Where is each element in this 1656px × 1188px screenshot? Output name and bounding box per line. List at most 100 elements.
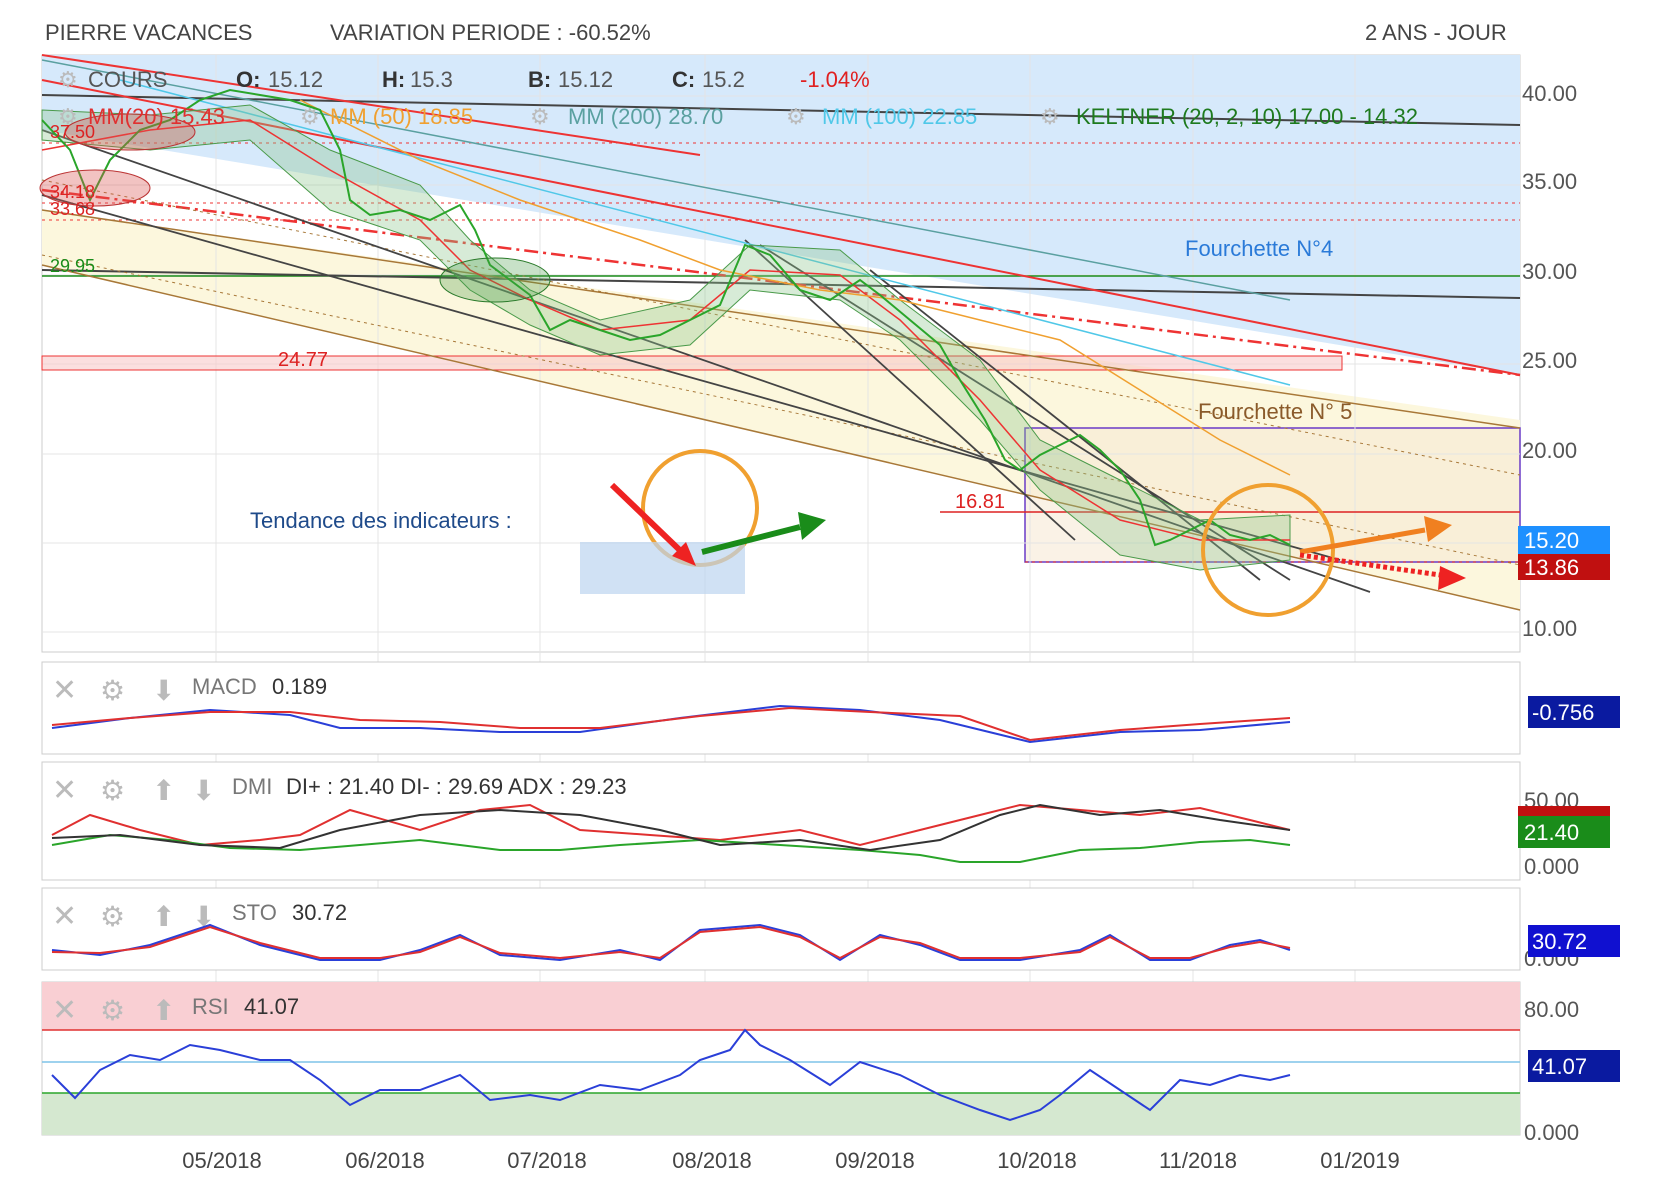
rsi-tick-top: 80.00 xyxy=(1524,997,1579,1022)
dmi-plus-line xyxy=(51,803,1291,847)
zone-ellipse-1 xyxy=(64,113,196,151)
price-tick-40: 40.00 xyxy=(1522,81,1577,106)
sto-up-icon[interactable]: ⬆ xyxy=(152,901,175,932)
macd-signal-line xyxy=(51,706,1291,742)
high-label: H: xyxy=(382,67,405,92)
change-value: -1.04% xyxy=(800,67,870,92)
sto-badge-value: 30.72 xyxy=(1532,929,1587,954)
price-tick-35: 35.00 xyxy=(1522,169,1577,194)
rsi-up-icon[interactable]: ⬆ xyxy=(152,995,175,1026)
x-tick-label: 06/2018 xyxy=(345,1148,425,1173)
rsi-line xyxy=(51,1028,1291,1122)
sto-panel xyxy=(41,887,1521,971)
bull-scenario-arrow xyxy=(1299,527,1426,555)
x-tick-label: 11/2018 xyxy=(1159,1148,1237,1173)
keltner-band xyxy=(41,104,1291,571)
rsi-badge xyxy=(1528,1050,1620,1082)
dmi-gear-icon[interactable]: ⚙ xyxy=(100,775,125,806)
macd-close-icon[interactable]: ✕ xyxy=(52,674,77,707)
dmi-value: DI+ : 21.40 DI- : 29.69 ADX : 29.23 xyxy=(286,774,627,799)
sto-value: 30.72 xyxy=(292,900,347,925)
stock-name: PIERRE VACANCES xyxy=(45,20,253,45)
rsi-value: 41.07 xyxy=(244,994,299,1019)
support-badge xyxy=(1518,554,1610,580)
sto-badge xyxy=(1528,925,1620,957)
level-3750-label: 37.50 xyxy=(50,122,95,142)
dmi-up-icon[interactable]: ⬆ xyxy=(152,775,175,806)
mm100-gear-icon[interactable]: ⚙ xyxy=(786,104,806,129)
price-tick-20: 20.00 xyxy=(1522,438,1577,463)
macd-down-icon[interactable]: ⬇ xyxy=(152,675,175,706)
dmi-down-icon[interactable]: ⬇ xyxy=(192,775,215,806)
level-3368-label: 33.68 xyxy=(50,199,95,219)
support-value: 13.86 xyxy=(1524,555,1579,580)
mm20-label: MM(20) 15.43 xyxy=(88,104,225,129)
rsi-close-icon[interactable]: ✕ xyxy=(52,994,77,1027)
open-value: 15.12 xyxy=(268,67,323,92)
dmi-close-icon[interactable]: ✕ xyxy=(52,774,77,807)
low-value: 15.12 xyxy=(558,67,613,92)
x-tick-label: 09/2018 xyxy=(835,1148,915,1173)
level-1681-label: 16.81 xyxy=(955,491,1005,513)
timeframe-label[interactable]: 2 ANS - JOUR xyxy=(1365,20,1507,45)
down-arrow xyxy=(609,482,691,561)
macd-gear-icon[interactable]: ⚙ xyxy=(100,675,125,706)
trend-lines xyxy=(41,54,1521,611)
price-series xyxy=(41,88,1291,547)
close-label: C: xyxy=(672,67,695,92)
up-arrow xyxy=(701,524,801,555)
down-arrow-head xyxy=(672,542,696,566)
low-label: B: xyxy=(528,67,551,92)
period-variation: VARIATION PERIODE : -60.52% xyxy=(330,20,651,45)
keltner-gear-icon[interactable]: ⚙ xyxy=(1040,104,1060,129)
x-tick-label: 07/2018 xyxy=(507,1148,587,1173)
macd-label: MACD xyxy=(192,674,257,699)
bear-scenario-arrow xyxy=(1299,552,1441,578)
x-tick-label: 01/2019 xyxy=(1320,1148,1400,1173)
dmi-panel xyxy=(41,761,1521,881)
rsi-gear-icon[interactable]: ⚙ xyxy=(100,995,125,1026)
mm200-gear-icon[interactable]: ⚙ xyxy=(530,104,550,129)
dmi-minus-badge xyxy=(1518,806,1610,816)
sto-d-line xyxy=(51,925,1291,960)
macd-badge xyxy=(1528,696,1620,728)
mm50-label: MM (50) 18.85 xyxy=(330,104,473,129)
price-tick-30: 30.00 xyxy=(1522,259,1577,284)
sto-close-icon[interactable]: ✕ xyxy=(52,900,77,933)
mm50-line xyxy=(299,99,1291,476)
fourchette4-label: Fourchette N°4 xyxy=(1185,236,1333,261)
bull-arrow-head xyxy=(1424,516,1452,542)
last-price-badge xyxy=(1518,526,1610,554)
tendance-label: Tendance des indicateurs : xyxy=(250,508,512,533)
sto-gear-icon[interactable]: ⚙ xyxy=(100,901,125,932)
cours-gear-icon[interactable]: ⚙ xyxy=(58,67,78,92)
mm50-gear-icon[interactable]: ⚙ xyxy=(300,104,320,129)
bear-arrow-head xyxy=(1438,566,1466,590)
close-value: 15.2 xyxy=(702,67,745,92)
cours-label: COURS xyxy=(88,67,167,92)
rsi-tick-bottom: 0.000 xyxy=(1524,1120,1579,1145)
level-3418-label: 34.18 xyxy=(50,182,95,202)
adx-line xyxy=(51,803,1291,852)
keltner-label: KELTNER (20, 2, 10) 17.00 - 14.32 xyxy=(1076,104,1418,129)
mm20-gear-icon[interactable]: ⚙ xyxy=(58,104,78,129)
mm200-label: MM (200) 28.70 xyxy=(568,104,723,129)
up-arrow-head xyxy=(798,512,826,540)
zone-ellipse-3 xyxy=(439,257,551,303)
last-price-value: 15.20 xyxy=(1524,528,1579,553)
dmi-label: DMI xyxy=(232,774,272,799)
dmi-tick-bottom: 0.000 xyxy=(1524,854,1579,879)
mm100-label: MM (100) 22.85 xyxy=(822,104,977,129)
level-2995-label: 29.95 xyxy=(50,256,95,276)
macd-badge-value: -0.756 xyxy=(1532,700,1594,725)
x-tick-label: 05/2018 xyxy=(182,1148,262,1173)
x-tick-label: 08/2018 xyxy=(672,1148,752,1173)
level-2477-label: 24.77 xyxy=(278,349,328,371)
price-circle xyxy=(1201,483,1335,617)
fourchette4-zone xyxy=(42,55,1520,375)
zone-ellipse-2 xyxy=(39,169,151,207)
price-tick-10: 10.00 xyxy=(1522,616,1577,641)
rsi-badge-value: 41.07 xyxy=(1532,1054,1587,1079)
rsi-oversold-zone xyxy=(42,1093,1520,1135)
